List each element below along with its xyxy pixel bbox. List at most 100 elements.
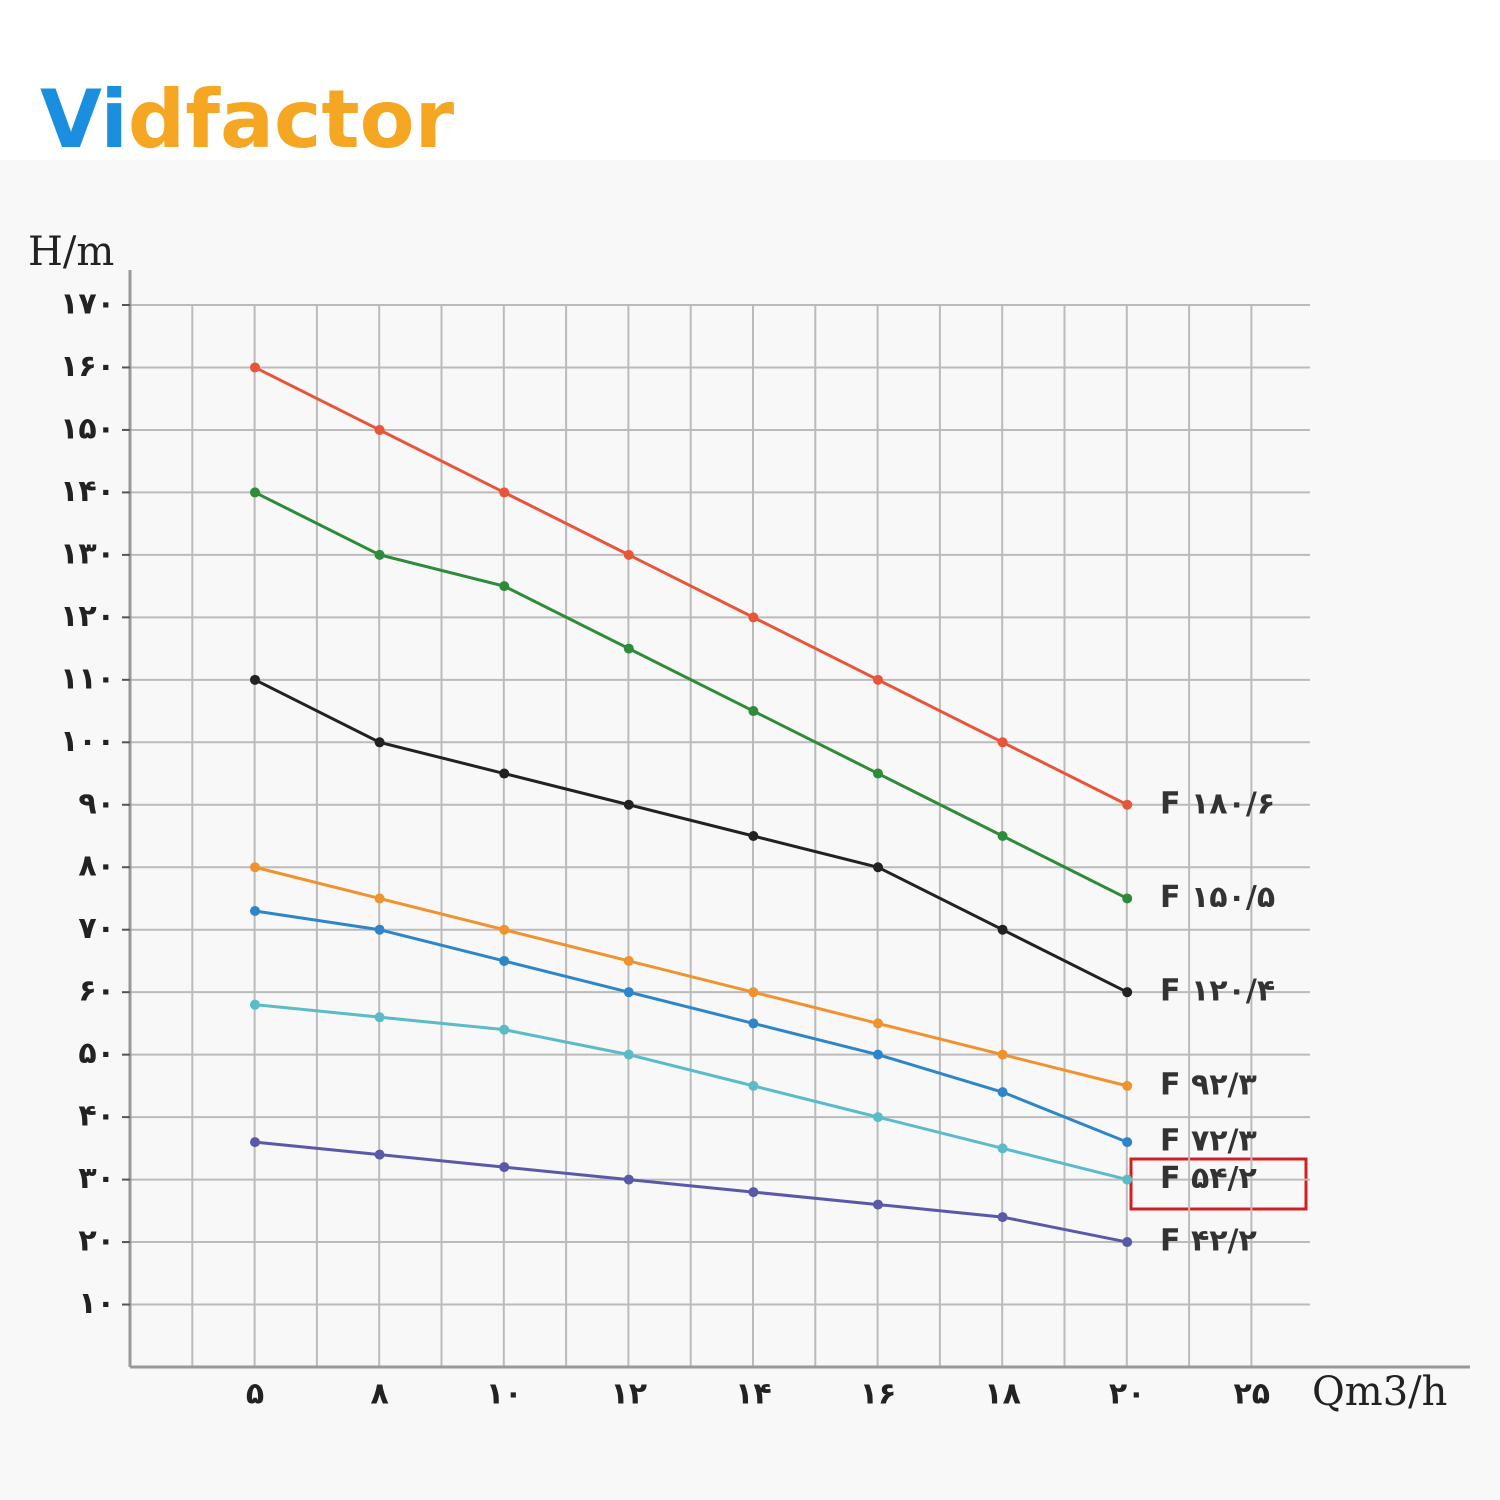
data-point [250, 674, 260, 685]
logo: Vidfactor [40, 73, 455, 166]
data-point [997, 737, 1008, 748]
data-point [623, 549, 634, 560]
y-tick-label: ۸۰ [78, 849, 115, 884]
data-point [499, 768, 510, 779]
x-tick-label: ۵ [246, 1377, 264, 1412]
data-point [748, 1080, 759, 1091]
x-tick-label: ۱۸ [984, 1377, 1021, 1412]
series-line [254, 491, 1128, 900]
data-point [623, 987, 634, 998]
y-tick-label: ۱۰ [78, 1286, 115, 1321]
legend-label: F ۱۲۰/۴ [1160, 974, 1275, 1009]
data-point [997, 1212, 1008, 1223]
data-point [997, 1143, 1008, 1154]
paper [0, 160, 1500, 1500]
data-point [1122, 1174, 1133, 1185]
legend-label: F ۱۸۰/۶ [1160, 786, 1275, 821]
data-point [499, 1162, 510, 1173]
data-point [873, 1049, 883, 1060]
legend-label: F ۴۲/۲ [1160, 1224, 1257, 1259]
x-tick-label: ۲۵ [1233, 1377, 1270, 1412]
data-point [1122, 1237, 1133, 1248]
data-point [748, 706, 759, 717]
data-point [1122, 1137, 1133, 1148]
data-point [374, 737, 385, 748]
data-point [1122, 987, 1133, 998]
x-tick-label: ۸ [370, 1377, 388, 1412]
data-point [250, 862, 260, 873]
series-line [254, 678, 1128, 994]
data-point [623, 643, 634, 654]
data-point [250, 905, 260, 916]
data-point [873, 862, 883, 873]
y-tick-label: ۷۰ [78, 911, 115, 946]
series-line [254, 909, 1128, 1144]
series-line [254, 1003, 1128, 1182]
data-point [374, 1149, 385, 1160]
y-axis-label: H/m [28, 229, 114, 275]
y-tick-label: ۱۶۰ [60, 349, 115, 384]
y-tick-label: ۱۴۰ [60, 474, 115, 509]
data-point [1122, 1080, 1133, 1091]
y-tick-label: ۱۳۰ [60, 536, 115, 571]
data-point [748, 612, 759, 623]
y-tick-label: ۶۰ [78, 974, 115, 1009]
y-tick-label: ۱۷۰ [60, 287, 115, 322]
data-point [997, 1087, 1008, 1098]
y-tick-label: ۵۰ [78, 1036, 115, 1071]
y-tick-label: ۹۰ [78, 786, 115, 821]
data-point [748, 831, 759, 841]
data-point [499, 581, 510, 592]
data-point [499, 955, 510, 966]
data-point [499, 924, 510, 935]
data-point [250, 487, 260, 498]
data-point [250, 1137, 260, 1148]
y-tick-label: ۱۲۰ [60, 599, 115, 634]
y-tick-label: ۲۰ [78, 1224, 115, 1259]
x-tick-label: ۲۰ [1109, 1377, 1146, 1412]
data-point [374, 893, 385, 904]
x-tick-label: ۱۶ [860, 1377, 897, 1412]
data-point [997, 924, 1008, 935]
data-point [250, 362, 260, 373]
data-point [374, 924, 385, 935]
highlight-box [1129, 1157, 1308, 1211]
series-line [254, 1140, 1128, 1244]
data-point [873, 674, 883, 685]
data-point [997, 831, 1008, 841]
legend-label: F ۷۲/۳ [1160, 1124, 1257, 1159]
y-tick-label: ۱۵۰ [60, 411, 115, 446]
data-point [1122, 799, 1133, 810]
data-point [1122, 893, 1133, 904]
data-point [873, 768, 883, 779]
series-line [254, 366, 1128, 807]
legend-label: F ۹۲/۳ [1160, 1067, 1257, 1102]
legend-label: F ۱۵۰/۵ [1160, 880, 1275, 915]
data-point [623, 955, 634, 966]
y-tick-label: ۴۰ [78, 1099, 115, 1134]
y-tick-label: ۱۱۰ [60, 661, 115, 696]
data-point [250, 999, 260, 1010]
legend-label: F ۵۴/۲ [1160, 1161, 1257, 1196]
y-tick-label: ۱۰۰ [60, 724, 115, 759]
data-point [499, 487, 510, 498]
data-point [623, 1174, 634, 1185]
data-point [873, 1199, 883, 1210]
series-line [254, 865, 1128, 1088]
x-tick-label: ۱۲ [610, 1377, 647, 1412]
data-point [374, 424, 385, 435]
data-point [997, 1049, 1008, 1060]
data-point [873, 1112, 883, 1123]
data-point [623, 1049, 634, 1060]
data-point [748, 987, 759, 998]
x-tick-label: ۱۰ [486, 1377, 523, 1412]
data-point [748, 1018, 759, 1029]
data-point [748, 1187, 759, 1198]
data-point [873, 1018, 883, 1029]
data-point [623, 799, 634, 810]
x-axis-label: Qm3/h [1312, 1369, 1447, 1415]
data-point [374, 549, 385, 560]
data-point [374, 1012, 385, 1023]
x-tick-label: ۱۴ [735, 1377, 772, 1412]
